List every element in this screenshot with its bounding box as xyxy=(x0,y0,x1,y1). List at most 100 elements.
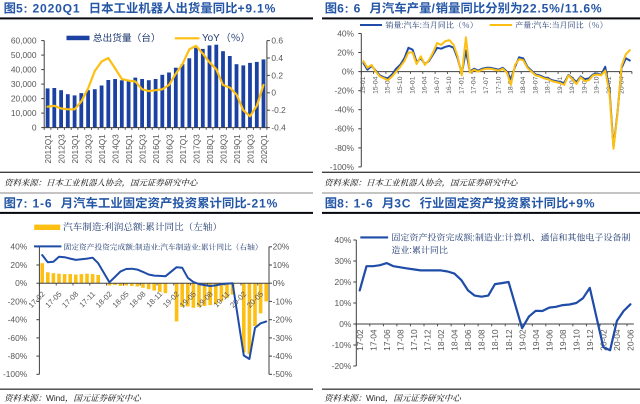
svg-text::: : xyxy=(420,21,422,30)
svg-text:0: 0 xyxy=(32,123,37,133)
svg-text:20-06: 20-06 xyxy=(626,329,636,351)
svg-text:-10%: -10% xyxy=(332,340,352,350)
svg-text:18-10: 18-10 xyxy=(545,76,552,94)
svg-text::: : xyxy=(133,243,135,252)
svg-text:2016Q3: 2016Q3 xyxy=(165,134,174,164)
svg-text::: : xyxy=(409,245,412,255)
svg-text:60,000: 60,000 xyxy=(11,36,37,46)
svg-text:-20%: -20% xyxy=(334,86,354,96)
svg-text:20,000: 20,000 xyxy=(11,94,37,104)
svg-text:2015Q1: 2015Q1 xyxy=(125,134,134,164)
svg-text:-40%: -40% xyxy=(273,351,293,361)
svg-text:18-08: 18-08 xyxy=(127,290,147,310)
svg-text:18-07: 18-07 xyxy=(532,76,539,94)
svg-text:2012Q1: 2012Q1 xyxy=(44,134,53,164)
svg-text:18-10: 18-10 xyxy=(490,329,500,351)
svg-text:0: 0 xyxy=(271,88,276,98)
svg-text:/: / xyxy=(432,2,436,16)
svg-text:19-10: 19-10 xyxy=(572,329,582,351)
svg-text:-0.4: -0.4 xyxy=(271,123,286,133)
svg-text:17-11: 17-11 xyxy=(77,290,97,310)
svg-text:22.5%/11.6%: 22.5%/11.6% xyxy=(522,2,602,16)
svg-text:20%: 20% xyxy=(10,260,27,270)
svg-text:20%: 20% xyxy=(335,277,352,287)
svg-text:0.4: 0.4 xyxy=(271,53,283,63)
svg-text:18-02: 18-02 xyxy=(436,329,446,351)
svg-text:+9.1%: +9.1% xyxy=(238,2,277,16)
svg-text:-20%: -20% xyxy=(8,296,28,306)
svg-text:2017Q1: 2017Q1 xyxy=(179,134,188,164)
svg-text:YoY: YoY xyxy=(202,33,220,44)
svg-text:16-07: 16-07 xyxy=(434,76,441,94)
svg-text:16-04: 16-04 xyxy=(422,76,429,94)
svg-text:30%: 30% xyxy=(335,256,352,266)
svg-text:50,000: 50,000 xyxy=(11,50,37,60)
svg-text:-100%: -100% xyxy=(3,369,28,379)
svg-text:18-08: 18-08 xyxy=(477,329,487,351)
svg-text:40%: 40% xyxy=(335,235,352,245)
svg-text:18-06: 18-06 xyxy=(463,329,473,351)
svg-text::: : xyxy=(143,222,146,233)
svg-text:0%: 0% xyxy=(15,278,28,288)
svg-text:17-07: 17-07 xyxy=(483,76,490,94)
svg-text:19-06: 19-06 xyxy=(544,329,554,351)
svg-text::: : xyxy=(502,233,505,243)
svg-text:10,000: 10,000 xyxy=(11,108,37,118)
svg-text:-80%: -80% xyxy=(334,143,354,153)
svg-text:18-04: 18-04 xyxy=(450,329,460,351)
svg-text:6: 6: 6: 6 xyxy=(337,2,361,16)
svg-text:17-12: 17-12 xyxy=(423,329,433,351)
svg-text:2013Q3: 2013Q3 xyxy=(85,134,94,164)
svg-text:19-04: 19-04 xyxy=(531,329,541,351)
svg-text:-60%: -60% xyxy=(334,124,354,134)
svg-text:17-08: 17-08 xyxy=(396,329,406,351)
svg-text:18-04: 18-04 xyxy=(520,76,527,94)
svg-text:-0.2: -0.2 xyxy=(271,105,286,115)
svg-text::: : xyxy=(472,233,475,243)
svg-text:20%: 20% xyxy=(337,47,354,57)
svg-text:15-04: 15-04 xyxy=(372,76,379,94)
svg-text:2018Q1: 2018Q1 xyxy=(206,134,215,164)
svg-text:0%: 0% xyxy=(273,278,286,288)
svg-text:20-02: 20-02 xyxy=(599,329,609,351)
svg-text::: : xyxy=(401,21,403,30)
svg-text:17-05: 17-05 xyxy=(43,290,63,310)
svg-text:40,000: 40,000 xyxy=(11,65,37,75)
svg-text:2017Q3: 2017Q3 xyxy=(192,134,201,164)
svg-text:-50%: -50% xyxy=(273,369,293,379)
svg-text:20%: 20% xyxy=(273,242,290,252)
svg-text:Wind: Wind xyxy=(46,393,65,403)
svg-text:17-01: 17-01 xyxy=(458,76,465,94)
svg-text:17-10: 17-10 xyxy=(495,76,502,94)
svg-text:10%: 10% xyxy=(273,260,290,270)
svg-text:-40%: -40% xyxy=(334,105,354,115)
svg-text:0%: 0% xyxy=(342,67,355,77)
svg-text:16-10: 16-10 xyxy=(446,76,453,94)
svg-text:17-04: 17-04 xyxy=(471,76,478,94)
svg-text:17-04: 17-04 xyxy=(368,329,378,351)
svg-text:5: 2020Q1: 5: 2020Q1 xyxy=(16,2,80,16)
svg-text:-40%: -40% xyxy=(8,315,28,325)
svg-text:19-07: 19-07 xyxy=(582,76,589,94)
svg-text:2019Q1: 2019Q1 xyxy=(233,134,242,164)
svg-text:0%: 0% xyxy=(339,319,352,329)
svg-text::: : xyxy=(531,21,533,30)
svg-text:2013Q1: 2013Q1 xyxy=(71,134,80,164)
svg-text:19-02: 19-02 xyxy=(517,329,527,351)
svg-text:0.6: 0.6 xyxy=(271,36,283,46)
svg-text:30,000: 30,000 xyxy=(11,79,37,89)
svg-text:-21%: -21% xyxy=(247,196,278,210)
svg-text:-10%: -10% xyxy=(273,296,293,306)
svg-text:20-04: 20-04 xyxy=(618,76,625,94)
svg-text:17-02: 17-02 xyxy=(355,329,365,351)
svg-text:2015Q3: 2015Q3 xyxy=(139,134,148,164)
svg-text:0.2: 0.2 xyxy=(271,70,283,80)
svg-text:7: 1-6: 7: 1-6 xyxy=(16,196,52,210)
svg-text:17-10: 17-10 xyxy=(409,329,419,351)
svg-text:2014Q1: 2014Q1 xyxy=(98,134,107,164)
svg-text:19-10: 19-10 xyxy=(594,76,601,94)
svg-text:+9%: +9% xyxy=(568,196,595,210)
svg-text::: : xyxy=(158,243,160,252)
svg-text:-20%: -20% xyxy=(273,315,293,325)
svg-text:19-08: 19-08 xyxy=(558,329,568,351)
